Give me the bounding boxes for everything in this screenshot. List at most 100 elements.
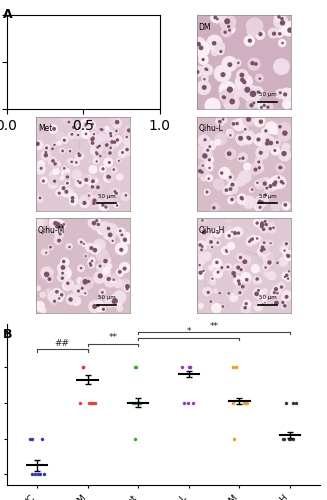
Circle shape — [199, 244, 201, 246]
Circle shape — [258, 161, 260, 163]
Point — [230, 399, 235, 407]
Circle shape — [200, 248, 204, 252]
Circle shape — [279, 122, 291, 134]
Circle shape — [43, 64, 44, 65]
Circle shape — [114, 102, 123, 110]
Circle shape — [239, 158, 240, 159]
Circle shape — [209, 266, 214, 270]
Circle shape — [238, 194, 246, 203]
Circle shape — [72, 170, 81, 179]
Circle shape — [198, 170, 201, 172]
Circle shape — [280, 167, 282, 168]
Circle shape — [211, 14, 219, 22]
Circle shape — [66, 244, 72, 250]
Circle shape — [81, 288, 83, 289]
Circle shape — [261, 201, 263, 203]
Circle shape — [214, 66, 231, 82]
Circle shape — [67, 86, 72, 90]
Circle shape — [89, 300, 101, 312]
Circle shape — [82, 96, 91, 104]
Point — [179, 363, 184, 371]
Circle shape — [222, 246, 230, 254]
Circle shape — [46, 275, 53, 282]
Circle shape — [259, 120, 262, 123]
Point — [234, 363, 239, 371]
Circle shape — [111, 24, 113, 26]
Text: DM: DM — [199, 22, 211, 32]
Circle shape — [287, 270, 291, 274]
Circle shape — [117, 306, 123, 311]
Circle shape — [88, 280, 90, 282]
Circle shape — [224, 31, 226, 33]
Circle shape — [49, 125, 57, 133]
Circle shape — [199, 272, 202, 274]
Circle shape — [93, 126, 98, 132]
Circle shape — [265, 122, 277, 134]
Circle shape — [277, 292, 278, 294]
Circle shape — [104, 126, 110, 132]
Circle shape — [109, 90, 114, 96]
Circle shape — [98, 227, 105, 234]
Circle shape — [224, 248, 228, 252]
Circle shape — [94, 66, 95, 68]
Circle shape — [91, 138, 94, 140]
Circle shape — [225, 148, 236, 160]
Circle shape — [89, 184, 96, 191]
Circle shape — [204, 190, 210, 195]
Circle shape — [61, 266, 65, 269]
Circle shape — [118, 231, 125, 238]
Circle shape — [121, 105, 122, 106]
Circle shape — [120, 248, 123, 251]
Circle shape — [254, 220, 260, 226]
Circle shape — [231, 120, 237, 127]
Circle shape — [125, 194, 127, 196]
Circle shape — [271, 290, 278, 296]
Circle shape — [219, 292, 220, 294]
Circle shape — [107, 149, 112, 154]
Circle shape — [106, 150, 112, 157]
Circle shape — [48, 102, 54, 108]
Circle shape — [257, 138, 260, 141]
Circle shape — [86, 36, 94, 44]
Circle shape — [222, 186, 230, 194]
Circle shape — [94, 239, 105, 251]
Text: Qihu-L: Qihu-L — [199, 124, 224, 134]
Circle shape — [114, 136, 122, 143]
Circle shape — [69, 246, 70, 248]
Point — [80, 363, 85, 371]
Circle shape — [102, 267, 110, 274]
Circle shape — [98, 126, 105, 133]
Point — [185, 399, 191, 407]
Circle shape — [202, 220, 203, 221]
Circle shape — [224, 95, 239, 110]
Circle shape — [211, 276, 215, 280]
Circle shape — [281, 302, 287, 308]
Circle shape — [236, 122, 238, 124]
Circle shape — [119, 99, 127, 106]
Circle shape — [77, 22, 88, 32]
Circle shape — [94, 42, 99, 48]
Circle shape — [92, 137, 94, 139]
Circle shape — [214, 240, 220, 246]
Circle shape — [119, 88, 125, 93]
Circle shape — [91, 146, 100, 155]
Point — [188, 363, 193, 371]
Circle shape — [230, 134, 231, 136]
Circle shape — [276, 14, 285, 23]
Circle shape — [73, 285, 83, 295]
Circle shape — [104, 99, 106, 100]
Circle shape — [52, 67, 54, 68]
Circle shape — [115, 130, 118, 133]
Circle shape — [76, 152, 83, 160]
Circle shape — [92, 142, 94, 144]
Circle shape — [114, 202, 119, 207]
Circle shape — [63, 140, 65, 141]
Circle shape — [83, 176, 91, 183]
Circle shape — [85, 125, 86, 126]
Circle shape — [110, 62, 114, 66]
Circle shape — [110, 72, 118, 80]
Circle shape — [69, 150, 71, 152]
Circle shape — [115, 42, 124, 51]
Circle shape — [237, 70, 248, 81]
Circle shape — [228, 26, 230, 28]
